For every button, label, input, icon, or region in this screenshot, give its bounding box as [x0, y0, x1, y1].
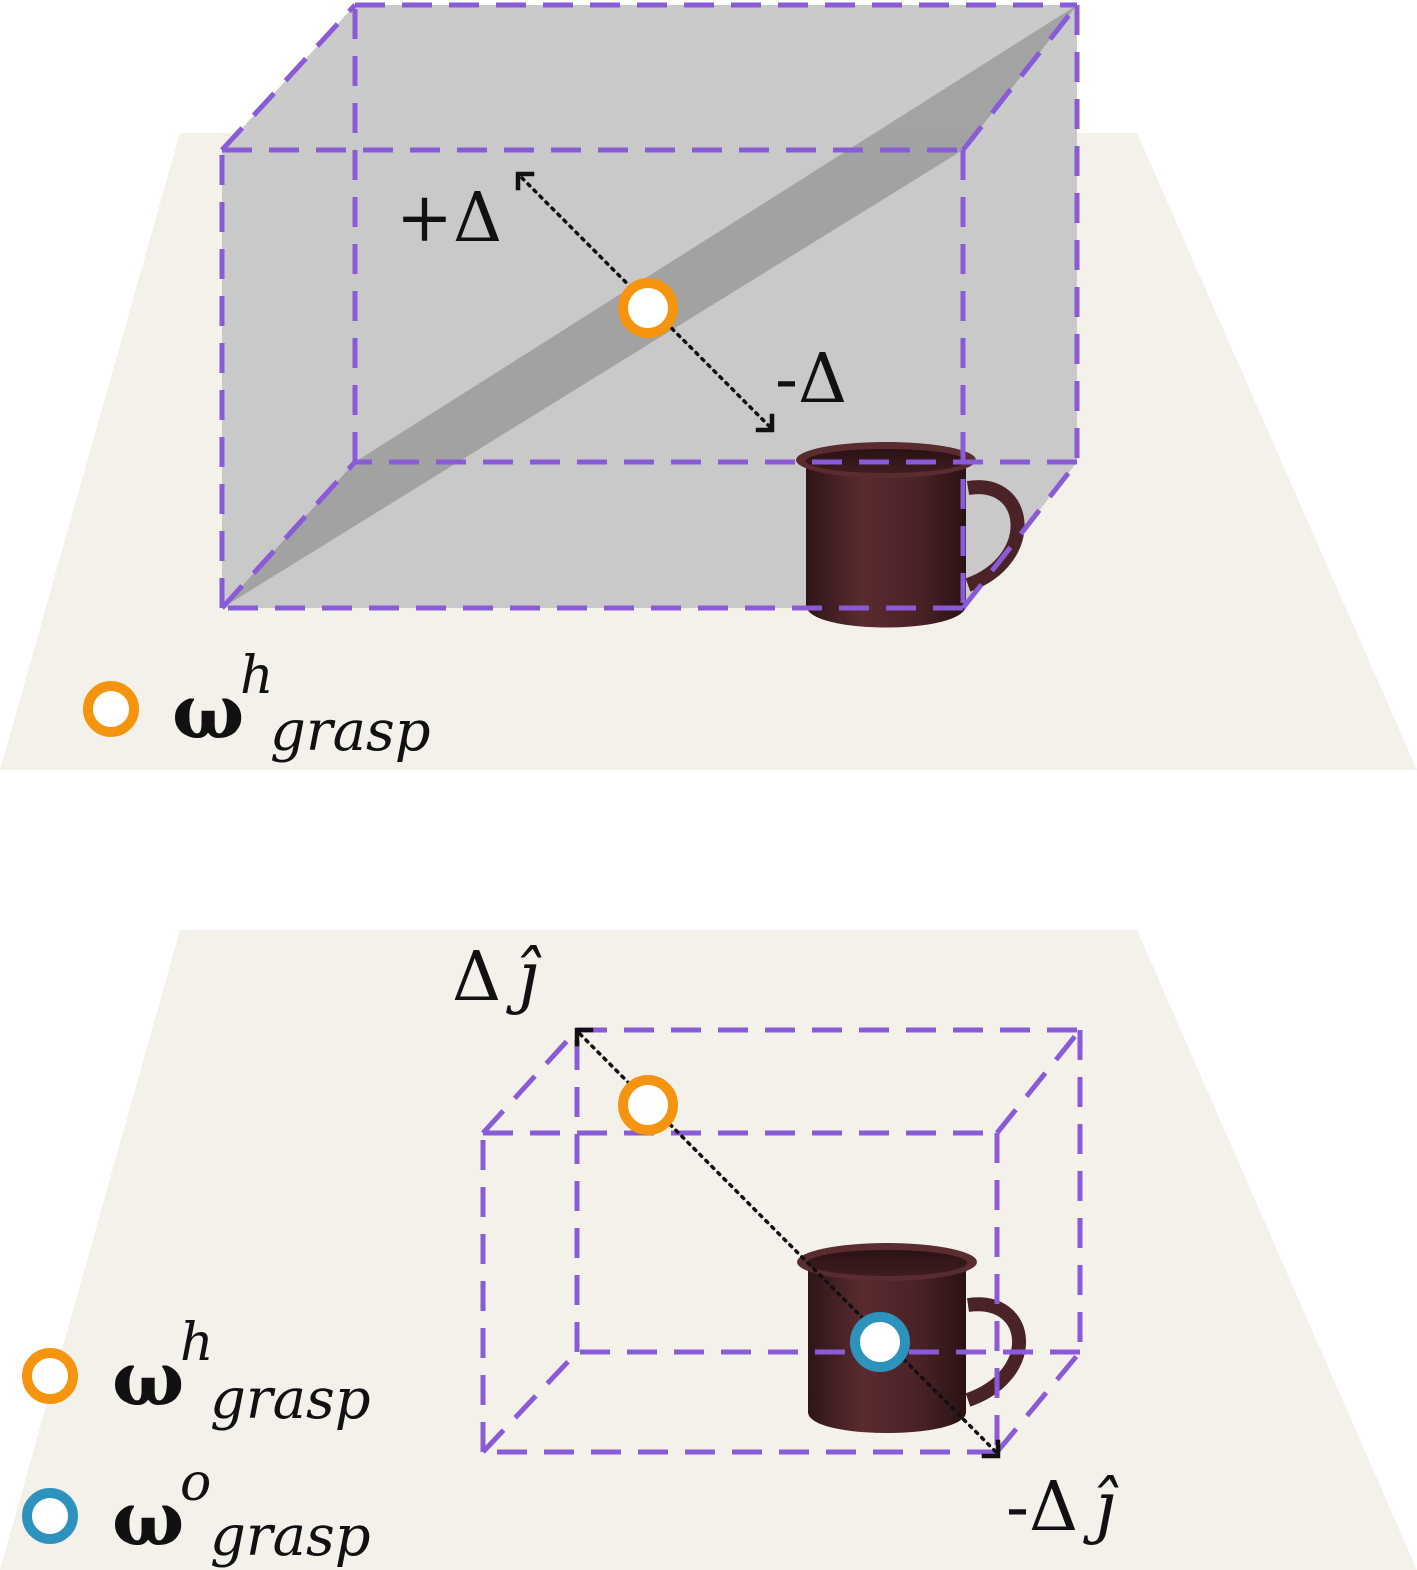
- legend-superscript-h: h: [180, 1313, 214, 1373]
- table-surface: [0, 930, 1417, 1570]
- legend-superscript-o: o: [180, 1453, 211, 1513]
- legend-top: ω h grasp: [83, 646, 431, 764]
- delta-arrow: [515, 171, 775, 433]
- mug: [796, 442, 1025, 628]
- arrow-head-plus: [574, 1027, 594, 1047]
- arrow-head-minus: [755, 413, 775, 433]
- object-grasp-marker: [850, 1312, 910, 1372]
- arrow-head-minus: [981, 1439, 1001, 1459]
- delta-j-arrow: [574, 1027, 1001, 1459]
- legend-subscript-grasp: grasp: [210, 1367, 371, 1432]
- human-grasp-marker: [618, 278, 678, 338]
- human-grasp-marker: [618, 1075, 678, 1135]
- workspace-box: [219, 2, 1080, 611]
- blue-ring-icon: [22, 1488, 78, 1544]
- legend-bottom: ω h grasp ω o grasp: [22, 1313, 371, 1569]
- legend-omega: ω: [172, 667, 244, 756]
- minus-delta-label: -Δ: [775, 340, 847, 419]
- plus-delta-label: +Δ: [396, 179, 502, 258]
- arrow-head-plus: [515, 171, 535, 191]
- legend-omega-o: ω: [112, 1474, 184, 1563]
- minus-delta-j-label: -Δ ĵ: [1006, 1468, 1119, 1547]
- legend-subscript-grasp: grasp: [210, 1504, 371, 1569]
- legend-omega-h: ω: [112, 1334, 184, 1423]
- orange-ring-icon: [83, 681, 139, 737]
- orange-ring-icon: [22, 1348, 78, 1404]
- top-panel: +Δ -Δ ω h grasp: [0, 2, 1417, 770]
- workspace-box: [480, 1027, 1083, 1455]
- legend-superscript-h: h: [240, 646, 274, 706]
- legend-subscript-grasp: grasp: [270, 699, 431, 764]
